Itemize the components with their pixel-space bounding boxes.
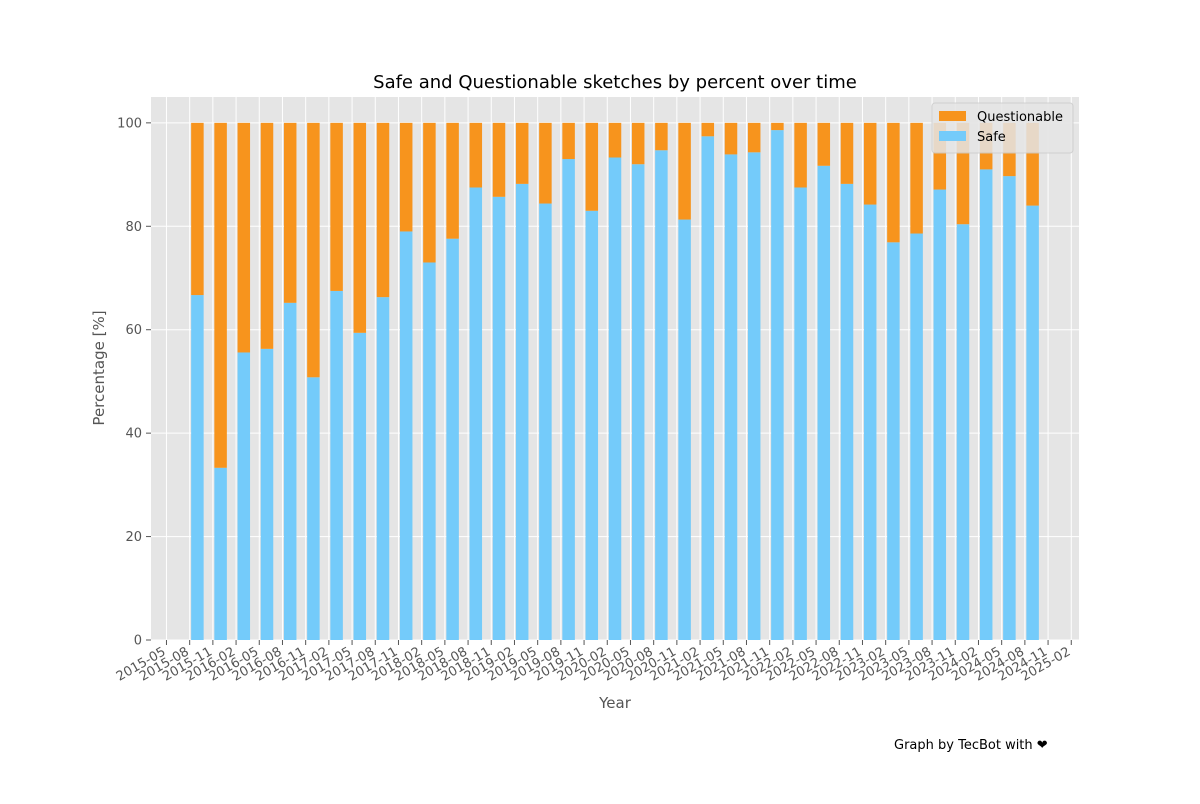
bar-segment xyxy=(771,130,784,640)
bar-segment xyxy=(423,262,436,640)
y-tick-label: 100 xyxy=(117,116,142,131)
y-tick-label: 60 xyxy=(125,323,142,338)
bar-segment xyxy=(840,183,854,640)
bar-segment xyxy=(191,122,204,296)
legend-swatch xyxy=(939,131,966,141)
bar-segment xyxy=(399,231,413,640)
bar-segment xyxy=(655,122,668,151)
footer: Graph by TecBot with ❤ xyxy=(894,738,1048,753)
bar-segment xyxy=(353,332,367,640)
bar-segment xyxy=(469,122,483,188)
bar-segment xyxy=(910,122,923,234)
bar-segment xyxy=(678,219,691,640)
bar-segment xyxy=(469,187,483,640)
y-tick-label: 80 xyxy=(125,220,142,235)
bar-segment xyxy=(1003,176,1016,640)
x-axis-label: Year xyxy=(598,694,632,712)
bar-segment xyxy=(562,159,575,641)
bar-segment xyxy=(747,152,761,640)
bar-segment xyxy=(701,136,715,640)
bar-segment xyxy=(1026,205,1039,640)
bar-segment xyxy=(585,122,599,211)
bar-segment xyxy=(562,122,575,160)
bar-segment xyxy=(214,122,227,468)
bar-segment xyxy=(863,122,877,205)
bar-segment xyxy=(492,122,506,197)
bar-segment xyxy=(585,210,599,640)
legend-swatch xyxy=(939,111,966,121)
bar-segment xyxy=(353,122,367,333)
bar-segment xyxy=(260,348,274,640)
bar-segment xyxy=(608,122,622,158)
bar-segment xyxy=(260,122,274,349)
bar-segment xyxy=(214,467,227,640)
bar-segment xyxy=(376,297,390,640)
bar-segment xyxy=(817,165,831,640)
bar-segment xyxy=(701,122,715,137)
bar-segment xyxy=(283,122,297,303)
y-tick-label: 0 xyxy=(134,634,142,649)
bar-segment xyxy=(376,122,390,298)
bar-segment xyxy=(863,204,877,640)
bar-segment xyxy=(446,122,459,239)
bar-segment xyxy=(956,224,970,640)
bar-segment xyxy=(887,122,900,243)
bar-segment xyxy=(724,122,738,155)
bar-segment xyxy=(191,295,204,640)
bar-segment xyxy=(423,122,436,263)
chart-title: Safe and Questionable sketches by percen… xyxy=(373,72,857,93)
bar-segment xyxy=(794,187,807,640)
bar-segment xyxy=(446,238,459,640)
bar-segment xyxy=(631,164,645,640)
bar-segment xyxy=(631,122,645,165)
bar-segment xyxy=(307,122,320,378)
legend-label: Safe xyxy=(977,130,1006,145)
bar-segment xyxy=(515,183,529,640)
bar-segment xyxy=(237,352,251,640)
legend-label: Questionable xyxy=(977,110,1063,125)
bar-segment xyxy=(539,203,552,640)
bar-segment xyxy=(330,290,343,640)
bar-segment xyxy=(933,189,947,640)
bar-segment xyxy=(840,122,854,184)
bar-segment xyxy=(539,122,552,204)
bar-segment xyxy=(887,242,900,640)
bar-segment xyxy=(237,122,251,353)
y-tick-label: 20 xyxy=(125,530,142,545)
bar-segment xyxy=(817,122,831,166)
bar-segment xyxy=(979,169,993,640)
bar-segment xyxy=(330,122,343,291)
bar-segment xyxy=(655,150,668,640)
bar-segment xyxy=(492,196,506,640)
bar-segment xyxy=(910,233,923,641)
bar-segment xyxy=(515,122,529,184)
bar-segment xyxy=(608,157,622,640)
legend-box xyxy=(931,102,1074,154)
y-tick-label: 40 xyxy=(125,427,142,442)
bar-segment xyxy=(724,154,738,640)
bar-segment xyxy=(747,122,761,153)
bar-segment xyxy=(307,377,320,640)
y-axis-label: Percentage [%] xyxy=(90,310,108,425)
bar-segment xyxy=(794,122,807,188)
bar-segment xyxy=(399,122,413,232)
bar-segment xyxy=(771,122,784,131)
bar-segment xyxy=(678,122,691,220)
bar-segment xyxy=(283,302,297,640)
